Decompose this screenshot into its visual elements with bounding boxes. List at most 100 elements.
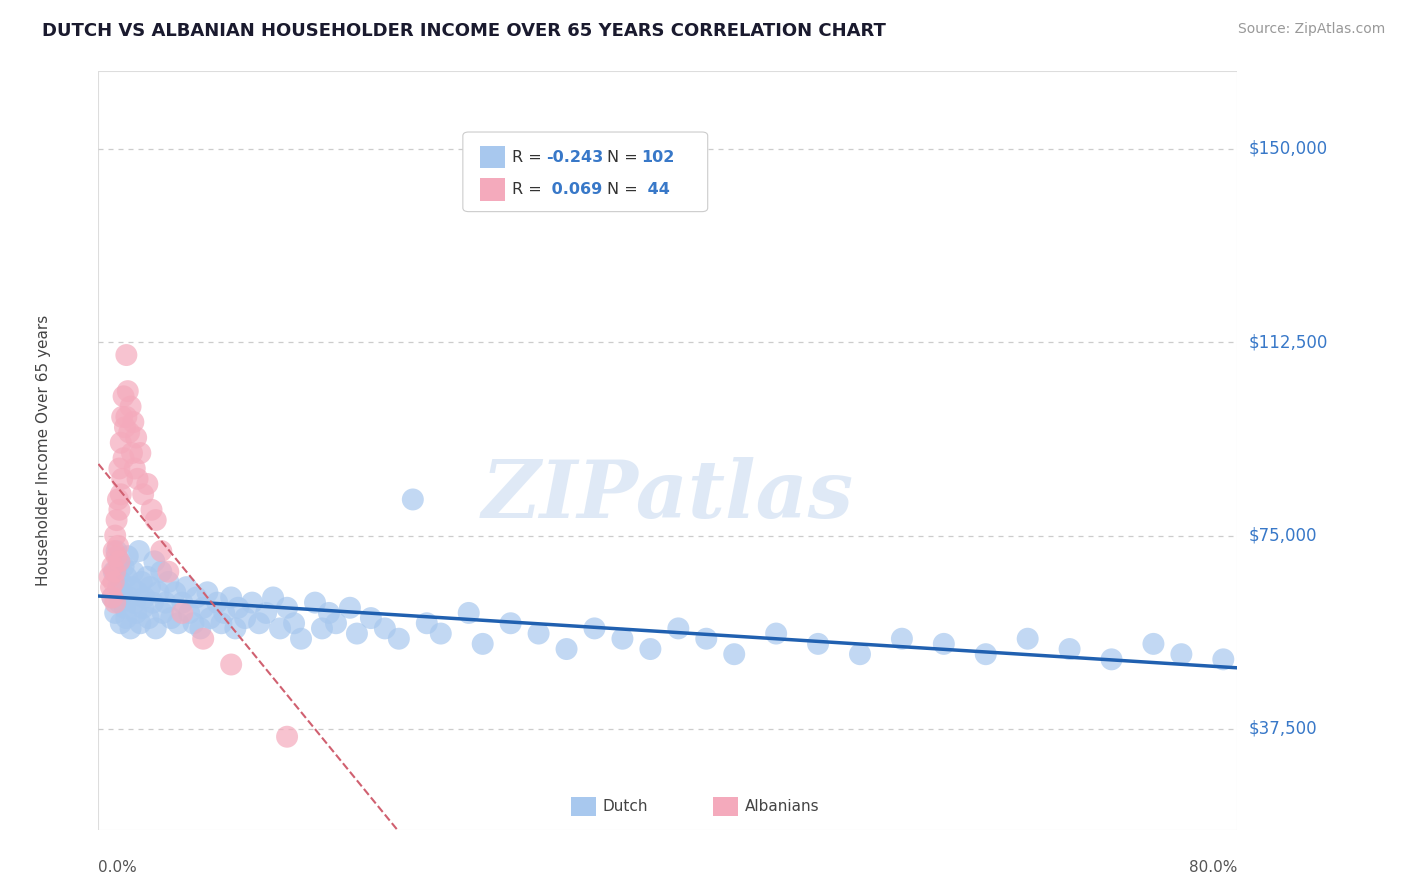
Point — [108, 596, 131, 610]
Point — [127, 472, 149, 486]
Point — [124, 461, 146, 475]
Point — [103, 574, 125, 589]
Point — [890, 632, 912, 646]
Point — [209, 616, 232, 631]
Text: 44: 44 — [641, 182, 669, 197]
Point — [104, 528, 127, 542]
Point — [304, 596, 326, 610]
Point — [132, 600, 155, 615]
Point — [176, 580, 198, 594]
Point — [118, 425, 141, 440]
Point — [932, 637, 955, 651]
Point — [640, 642, 662, 657]
Point — [974, 647, 997, 661]
Bar — [713, 797, 738, 816]
Point — [193, 600, 215, 615]
Point — [105, 544, 128, 558]
Point — [200, 611, 222, 625]
Point — [429, 626, 451, 640]
Point — [114, 600, 136, 615]
Point — [143, 554, 166, 568]
Point — [1059, 642, 1081, 657]
Point — [104, 596, 127, 610]
Point — [125, 431, 148, 445]
Point — [121, 580, 143, 594]
Point — [129, 616, 152, 631]
Point — [807, 637, 830, 651]
Point — [127, 585, 149, 599]
Text: N =: N = — [607, 182, 644, 197]
Text: -0.243: -0.243 — [546, 150, 603, 164]
Point — [108, 502, 131, 516]
Point — [112, 389, 135, 403]
Point — [583, 621, 606, 635]
Point — [110, 574, 132, 589]
Point — [132, 487, 155, 501]
Point — [107, 539, 129, 553]
Point — [136, 570, 159, 584]
Point — [318, 606, 340, 620]
Point — [101, 591, 124, 605]
Point — [142, 596, 165, 610]
Point — [108, 554, 131, 568]
Point — [121, 446, 143, 460]
Text: Householder Income Over 65 years: Householder Income Over 65 years — [37, 315, 51, 586]
Point — [111, 585, 134, 599]
Point — [254, 606, 277, 620]
Text: Albanians: Albanians — [745, 799, 820, 814]
Point — [136, 477, 159, 491]
Point — [1101, 652, 1123, 666]
Point — [262, 591, 284, 605]
Point — [115, 409, 138, 424]
Point — [233, 611, 256, 625]
Point — [212, 606, 235, 620]
Point — [107, 580, 129, 594]
Text: N =: N = — [607, 150, 644, 164]
Point — [765, 626, 787, 640]
Point — [276, 730, 298, 744]
Point — [139, 580, 162, 594]
Point — [104, 606, 127, 620]
Point — [1142, 637, 1164, 651]
Point — [527, 626, 550, 640]
Point — [101, 591, 124, 605]
Point — [103, 544, 125, 558]
Text: $150,000: $150,000 — [1249, 140, 1327, 158]
Point — [1212, 652, 1234, 666]
Point — [110, 616, 132, 631]
Point — [471, 637, 494, 651]
FancyBboxPatch shape — [463, 132, 707, 211]
Point — [666, 621, 689, 635]
Point — [197, 585, 219, 599]
Point — [125, 606, 148, 620]
Text: DUTCH VS ALBANIAN HOUSEHOLDER INCOME OVER 65 YEARS CORRELATION CHART: DUTCH VS ALBANIAN HOUSEHOLDER INCOME OVE… — [42, 22, 886, 40]
Point — [134, 591, 156, 605]
Point — [105, 513, 128, 527]
Point — [120, 621, 142, 635]
Point — [190, 621, 212, 635]
Point — [172, 606, 194, 620]
Point — [1017, 632, 1039, 646]
Text: Dutch: Dutch — [603, 799, 648, 814]
Point — [555, 642, 578, 657]
Point — [240, 596, 263, 610]
Point — [247, 616, 270, 631]
Point — [111, 409, 134, 424]
Point — [103, 565, 125, 579]
Point — [224, 621, 246, 635]
Text: 102: 102 — [641, 150, 675, 164]
Text: 0.0%: 0.0% — [98, 860, 138, 875]
Point — [131, 574, 153, 589]
Text: $37,500: $37,500 — [1249, 720, 1317, 738]
Point — [219, 657, 242, 672]
Point — [167, 616, 190, 631]
Text: 0.069: 0.069 — [546, 182, 602, 197]
Point — [219, 591, 242, 605]
Point — [346, 626, 368, 640]
Point — [145, 621, 167, 635]
Point — [457, 606, 479, 620]
Point — [269, 621, 291, 635]
Point — [172, 596, 194, 610]
Point — [128, 544, 150, 558]
Point — [339, 600, 361, 615]
